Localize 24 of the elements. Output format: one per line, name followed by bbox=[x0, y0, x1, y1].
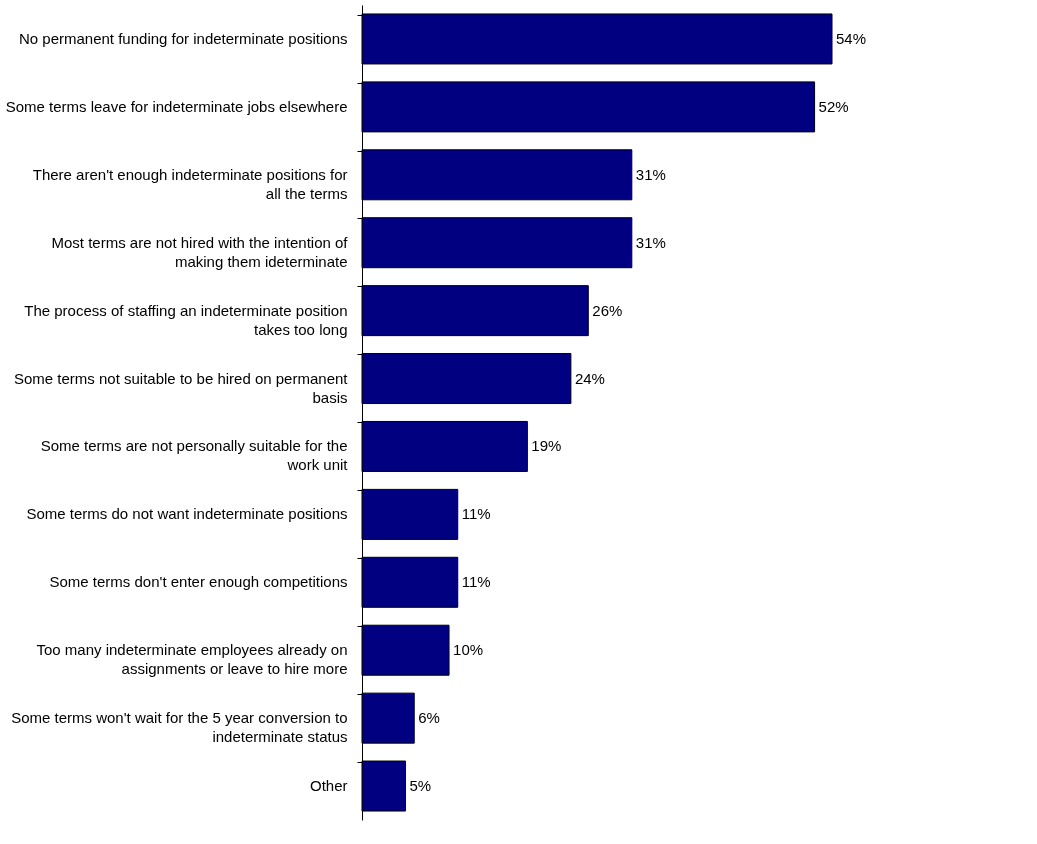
y-tick-label: Some terms do not want indeterminate positions bbox=[26, 505, 348, 523]
data-label: 52% bbox=[818, 97, 849, 115]
y-tick-label: Some terms don't enter enough competitions bbox=[49, 573, 348, 591]
data-label: 10% bbox=[453, 641, 484, 659]
y-tick-label: Some terms won't wait for the 5 year conversion to indeterminate status bbox=[11, 709, 348, 746]
y-tick-label: Most terms are not hired with the intention of making them ideterminate bbox=[51, 233, 349, 270]
data-label: 6% bbox=[418, 709, 440, 727]
y-tick-label: Too many indeterminate employees already on assignments or leave to hire more bbox=[36, 641, 348, 678]
y-tick-label: Some terms are not personally suitable for the work unit bbox=[40, 437, 349, 474]
data-label: 26% bbox=[592, 301, 623, 319]
data-label: 11% bbox=[461, 573, 491, 591]
y-tick-label: There aren't enough indeterminate positions for all the terms bbox=[32, 165, 348, 202]
data-label: 11% bbox=[461, 505, 491, 523]
y-tick-label: Other bbox=[309, 777, 348, 795]
data-label: 54% bbox=[836, 29, 867, 47]
data-label: 31% bbox=[635, 165, 666, 183]
y-tick-label: Some terms leave for indeterminate jobs elsewhere bbox=[5, 97, 348, 115]
data-label: 24% bbox=[574, 369, 605, 387]
data-label: 31% bbox=[635, 233, 666, 251]
y-tick-label: No permanent funding for indeterminate positions bbox=[18, 29, 348, 47]
y-tick-label: Some terms not suitable to be hired on permanent basis bbox=[13, 369, 349, 406]
data-label: 5% bbox=[409, 777, 432, 795]
y-tick-label: The process of staffing an indeterminate position takes too long bbox=[24, 301, 348, 338]
data-label: 19% bbox=[531, 437, 562, 455]
